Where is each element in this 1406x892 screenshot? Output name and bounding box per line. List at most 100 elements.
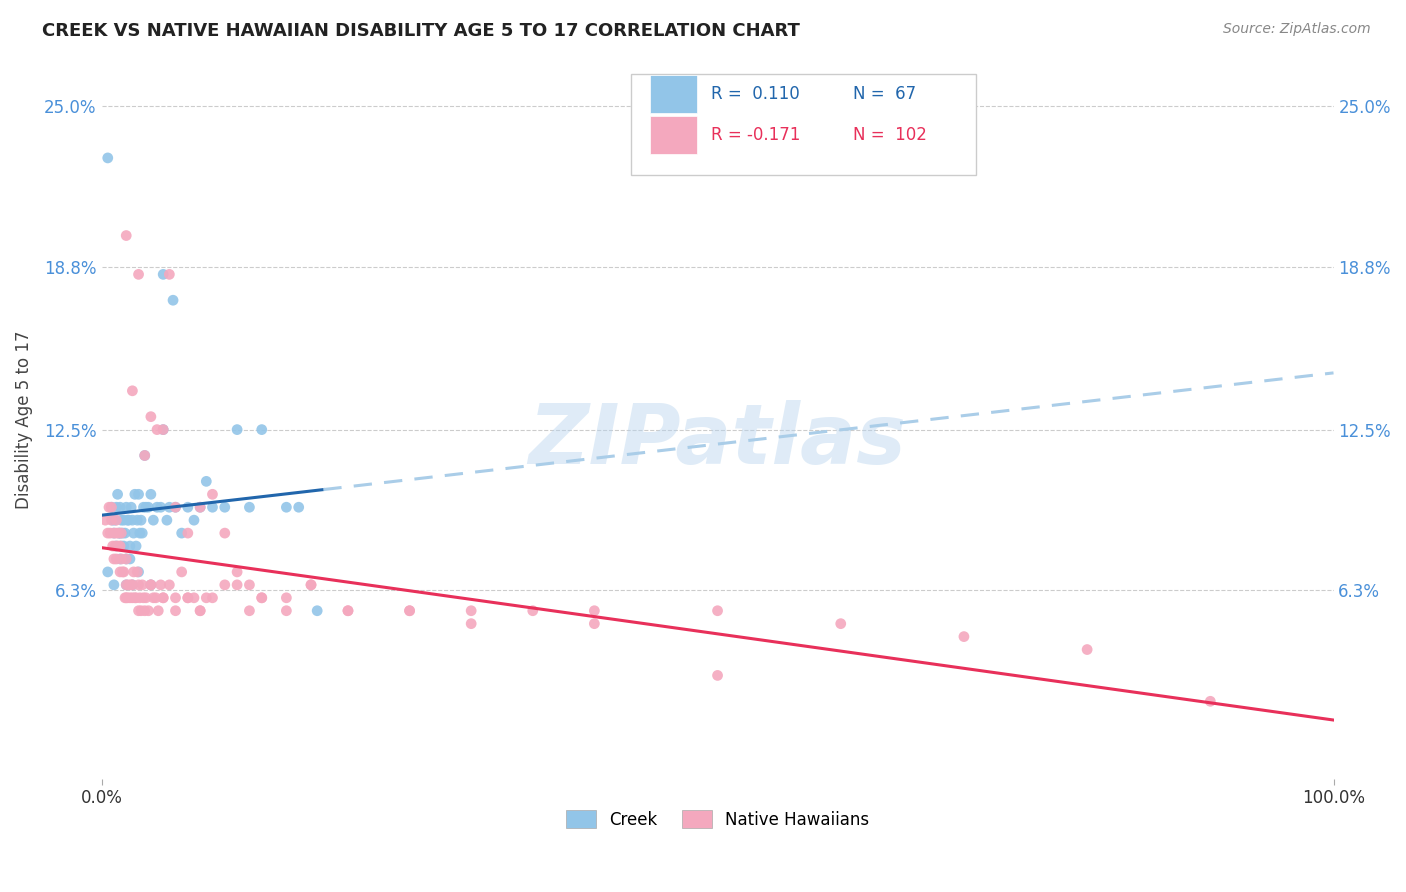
Point — [149, 500, 172, 515]
Point — [105, 552, 128, 566]
Point — [128, 268, 150, 282]
Point — [162, 293, 184, 308]
Point — [103, 552, 125, 566]
Point — [118, 539, 141, 553]
Point — [250, 591, 273, 605]
Point — [118, 513, 141, 527]
Point — [105, 513, 128, 527]
Point — [287, 500, 309, 515]
Point — [135, 591, 157, 605]
Point — [115, 552, 138, 566]
Point — [152, 591, 174, 605]
Point — [121, 384, 143, 398]
Point — [226, 423, 249, 437]
Point — [110, 526, 132, 541]
Point — [170, 526, 193, 541]
Point — [114, 591, 136, 605]
Point — [336, 604, 359, 618]
Point — [115, 578, 138, 592]
Point — [134, 449, 156, 463]
Point — [135, 500, 157, 515]
Point — [165, 604, 187, 618]
Point — [165, 591, 187, 605]
Point — [105, 500, 128, 515]
Point — [1076, 642, 1098, 657]
Point — [115, 500, 138, 515]
Point — [100, 513, 122, 527]
Point — [104, 539, 127, 553]
Point — [152, 591, 174, 605]
Point — [398, 604, 420, 618]
Point — [97, 565, 120, 579]
Point — [94, 513, 117, 527]
Point — [115, 591, 138, 605]
Point — [157, 578, 180, 592]
Point — [146, 500, 169, 515]
FancyBboxPatch shape — [650, 117, 696, 153]
Point — [250, 423, 273, 437]
Point — [108, 526, 131, 541]
Point — [103, 578, 125, 592]
Point — [100, 500, 122, 515]
Point — [276, 500, 298, 515]
Point — [238, 578, 260, 592]
Point — [336, 604, 359, 618]
Point — [129, 604, 152, 618]
Point — [97, 151, 120, 165]
Point — [195, 475, 218, 489]
Point — [148, 604, 170, 618]
Point — [108, 565, 131, 579]
Text: R = -0.171: R = -0.171 — [711, 126, 801, 145]
Point — [142, 513, 165, 527]
Point — [188, 500, 211, 515]
Point — [134, 604, 156, 618]
Text: N =  102: N = 102 — [853, 126, 927, 145]
Point — [105, 539, 128, 553]
Point — [114, 526, 136, 541]
Point — [398, 604, 420, 618]
Point — [104, 513, 127, 527]
Point — [188, 604, 211, 618]
Point — [238, 604, 260, 618]
Point — [250, 591, 273, 605]
Point — [108, 552, 131, 566]
Point — [110, 539, 132, 553]
Point — [299, 578, 322, 592]
Point — [132, 500, 155, 515]
Point — [1199, 694, 1222, 708]
Point — [118, 552, 141, 566]
Point — [583, 616, 606, 631]
Point — [128, 526, 150, 541]
Point — [139, 578, 162, 592]
Point — [183, 513, 205, 527]
Point — [103, 526, 125, 541]
Point — [107, 487, 129, 501]
Text: Source: ZipAtlas.com: Source: ZipAtlas.com — [1223, 22, 1371, 37]
Point — [460, 604, 482, 618]
Point — [177, 500, 200, 515]
Point — [139, 487, 162, 501]
Point — [152, 423, 174, 437]
Point — [131, 526, 153, 541]
Point — [706, 604, 728, 618]
Y-axis label: Disability Age 5 to 17: Disability Age 5 to 17 — [15, 330, 32, 508]
Point — [201, 487, 224, 501]
Point — [138, 604, 160, 618]
Point — [276, 591, 298, 605]
Point — [124, 487, 146, 501]
Point — [108, 526, 131, 541]
Point — [97, 526, 120, 541]
Point — [139, 578, 162, 592]
Point — [145, 591, 167, 605]
Point — [125, 539, 148, 553]
Point — [120, 500, 142, 515]
Point — [127, 513, 149, 527]
Point — [195, 591, 218, 605]
Point — [226, 565, 249, 579]
Point — [460, 616, 482, 631]
Point — [108, 500, 131, 515]
Point — [117, 591, 139, 605]
Point — [111, 565, 134, 579]
Point — [128, 591, 150, 605]
Point — [188, 604, 211, 618]
